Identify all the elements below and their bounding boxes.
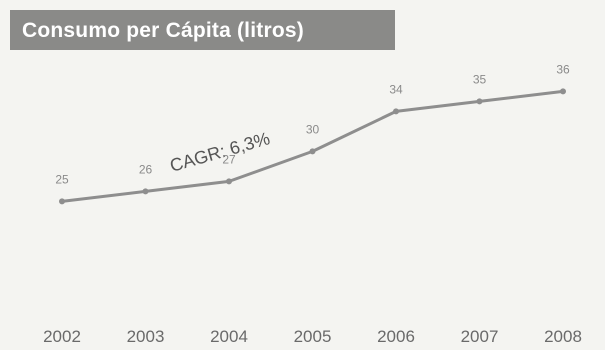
x-tick-label: 2002 [43,327,81,346]
x-tick-label: 2006 [377,327,415,346]
x-tick-label: 2004 [210,327,248,346]
data-label: 34 [389,82,403,96]
data-point [560,88,566,95]
x-tick-label: 2008 [544,327,582,346]
data-point [59,198,65,205]
data-point [142,188,149,195]
data-label: 27 [222,152,236,166]
cagr-annotation: CAGR: 6,3% [168,128,273,176]
series-line [61,89,564,203]
data-label: 30 [306,122,320,136]
data-label: 35 [473,72,487,86]
data-point [226,178,232,185]
x-tick-label: 2003 [127,327,165,346]
chart-title-bar [10,10,395,50]
data-label: 26 [139,162,153,176]
x-tick-label: 2005 [294,327,332,346]
data-label: 25 [55,172,69,186]
x-tick-label: 2007 [461,327,499,346]
data-label: 36 [556,62,570,76]
data-point [309,148,316,155]
data-point [476,98,483,105]
chart-title: Consumo per Cápita (litros) [22,19,304,42]
data-point [393,108,399,115]
